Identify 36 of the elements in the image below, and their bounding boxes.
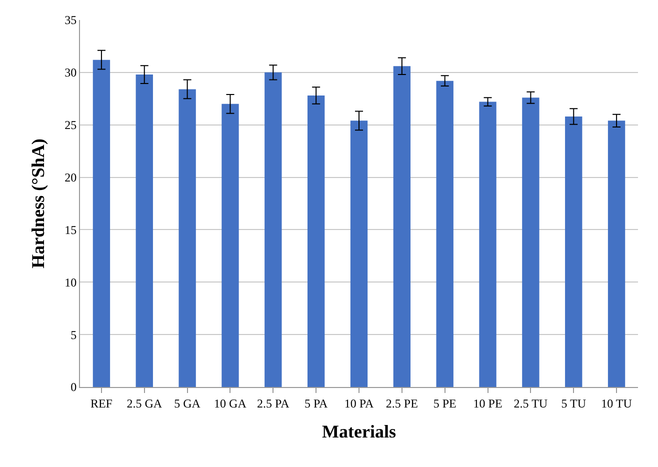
y-tick-label: 30: [64, 66, 77, 80]
bar: [307, 96, 325, 387]
x-tick-label: 10 TU: [601, 396, 632, 410]
bar: [92, 60, 110, 387]
x-tick-label: 5 TU: [561, 396, 586, 410]
x-tick-label: 5 PA: [304, 396, 328, 410]
y-tick-label: 0: [70, 380, 77, 394]
x-tick-label: 2.5 PA: [257, 396, 290, 410]
x-tick-label: 10 PE: [473, 396, 502, 410]
y-axis-title: Hardness (°ShA): [28, 138, 48, 268]
bar: [178, 89, 196, 387]
y-tick-label: 20: [64, 170, 77, 184]
bar: [136, 74, 153, 387]
bar: [608, 120, 626, 387]
x-tick-label: 10 PA: [344, 396, 374, 410]
y-tick-label: 5: [70, 328, 77, 342]
x-tick-label: 2.5 TU: [514, 396, 548, 410]
x-tick-label: 5 GA: [174, 396, 201, 410]
bar: [436, 80, 454, 387]
x-tick-label: REF: [90, 396, 113, 410]
x-tick-label: 5 PE: [433, 396, 456, 410]
bar: [522, 98, 540, 387]
bar: [222, 104, 239, 387]
bar: [264, 72, 282, 387]
y-tick-label: 25: [64, 118, 77, 132]
bar: [479, 102, 496, 387]
x-tick-label: 2.5 PE: [386, 396, 418, 410]
bar: [350, 120, 368, 387]
y-tick-label: 15: [64, 222, 77, 237]
x-tick-label: 2.5 GA: [126, 396, 162, 410]
y-tick-label: 35: [64, 13, 77, 28]
x-axis-title: Materials: [322, 422, 396, 442]
bar: [393, 66, 411, 387]
bar: [565, 116, 582, 387]
y-tick-label: 10: [64, 275, 77, 290]
x-tick-label: 10 GA: [214, 396, 247, 410]
